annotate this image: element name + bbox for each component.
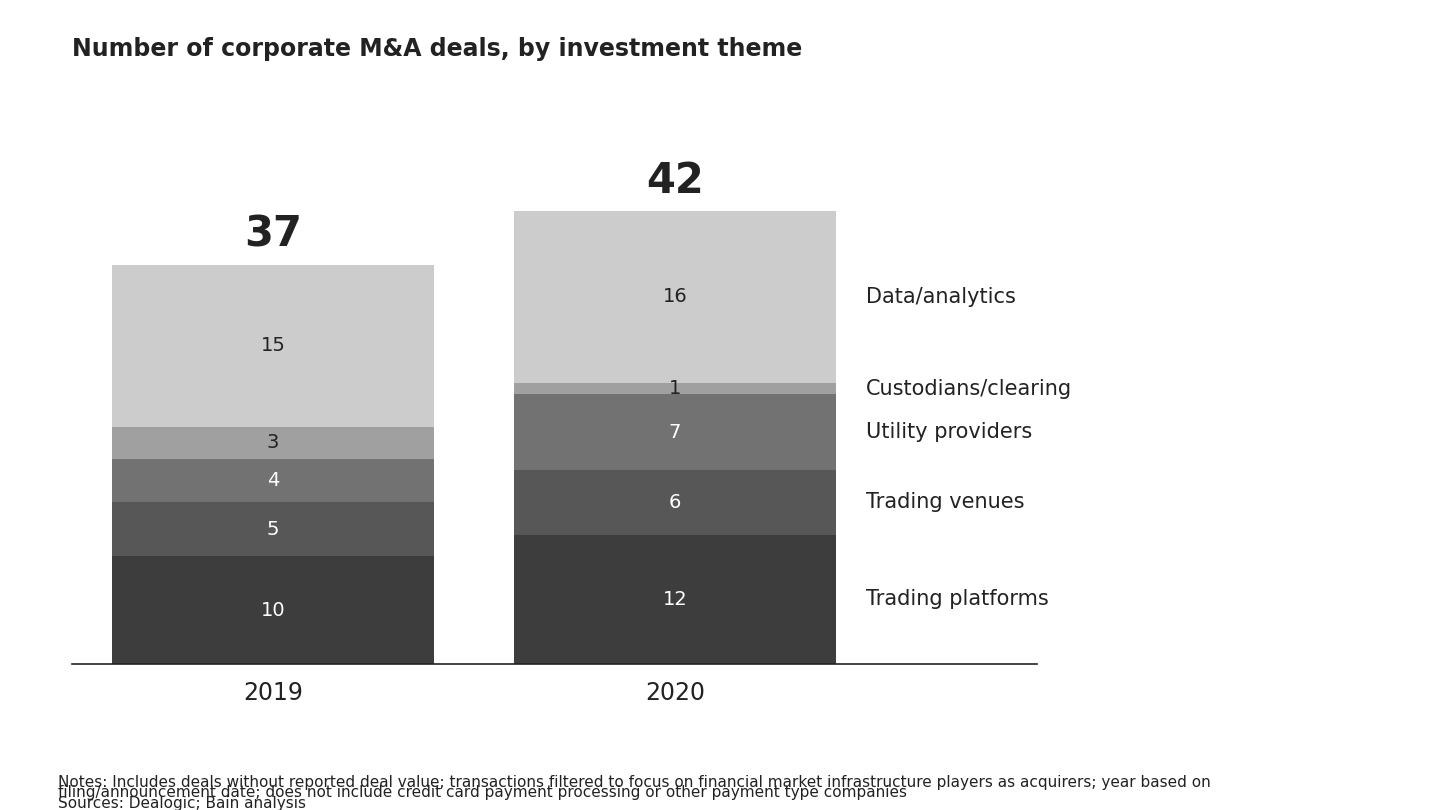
Text: 16: 16	[662, 288, 687, 306]
Bar	[112, 265, 433, 427]
Text: 5: 5	[266, 520, 279, 539]
Text: 12: 12	[662, 590, 687, 609]
Bar	[112, 556, 433, 664]
Text: 6: 6	[668, 492, 681, 512]
Bar	[112, 502, 433, 556]
Text: Notes: Includes deals without reported deal value; transactions filtered to focu: Notes: Includes deals without reported d…	[58, 774, 1211, 790]
Text: Utility providers: Utility providers	[865, 422, 1032, 442]
Text: 37: 37	[243, 214, 302, 256]
Bar	[514, 394, 835, 470]
Text: filing/announcement date; does not include credit card payment processing or oth: filing/announcement date; does not inclu…	[58, 785, 907, 800]
Text: Data/analytics: Data/analytics	[865, 287, 1015, 307]
Bar	[514, 470, 835, 535]
Text: Trading venues: Trading venues	[865, 492, 1024, 512]
Text: 42: 42	[647, 160, 704, 202]
Text: Trading platforms: Trading platforms	[865, 590, 1048, 609]
Bar	[112, 459, 433, 502]
Text: Sources: Dealogic; Bain analysis: Sources: Dealogic; Bain analysis	[58, 795, 305, 810]
Text: 1: 1	[668, 379, 681, 399]
Text: 15: 15	[261, 336, 285, 355]
Text: 3: 3	[266, 433, 279, 452]
Text: 4: 4	[266, 471, 279, 490]
Text: Custodians/clearing: Custodians/clearing	[865, 379, 1071, 399]
Bar	[112, 427, 433, 459]
Bar	[514, 383, 835, 394]
Bar	[514, 211, 835, 383]
Text: Number of corporate M&A deals, by investment theme: Number of corporate M&A deals, by invest…	[72, 37, 802, 61]
Text: 7: 7	[668, 423, 681, 441]
Bar	[514, 535, 835, 664]
Text: 10: 10	[261, 601, 285, 620]
